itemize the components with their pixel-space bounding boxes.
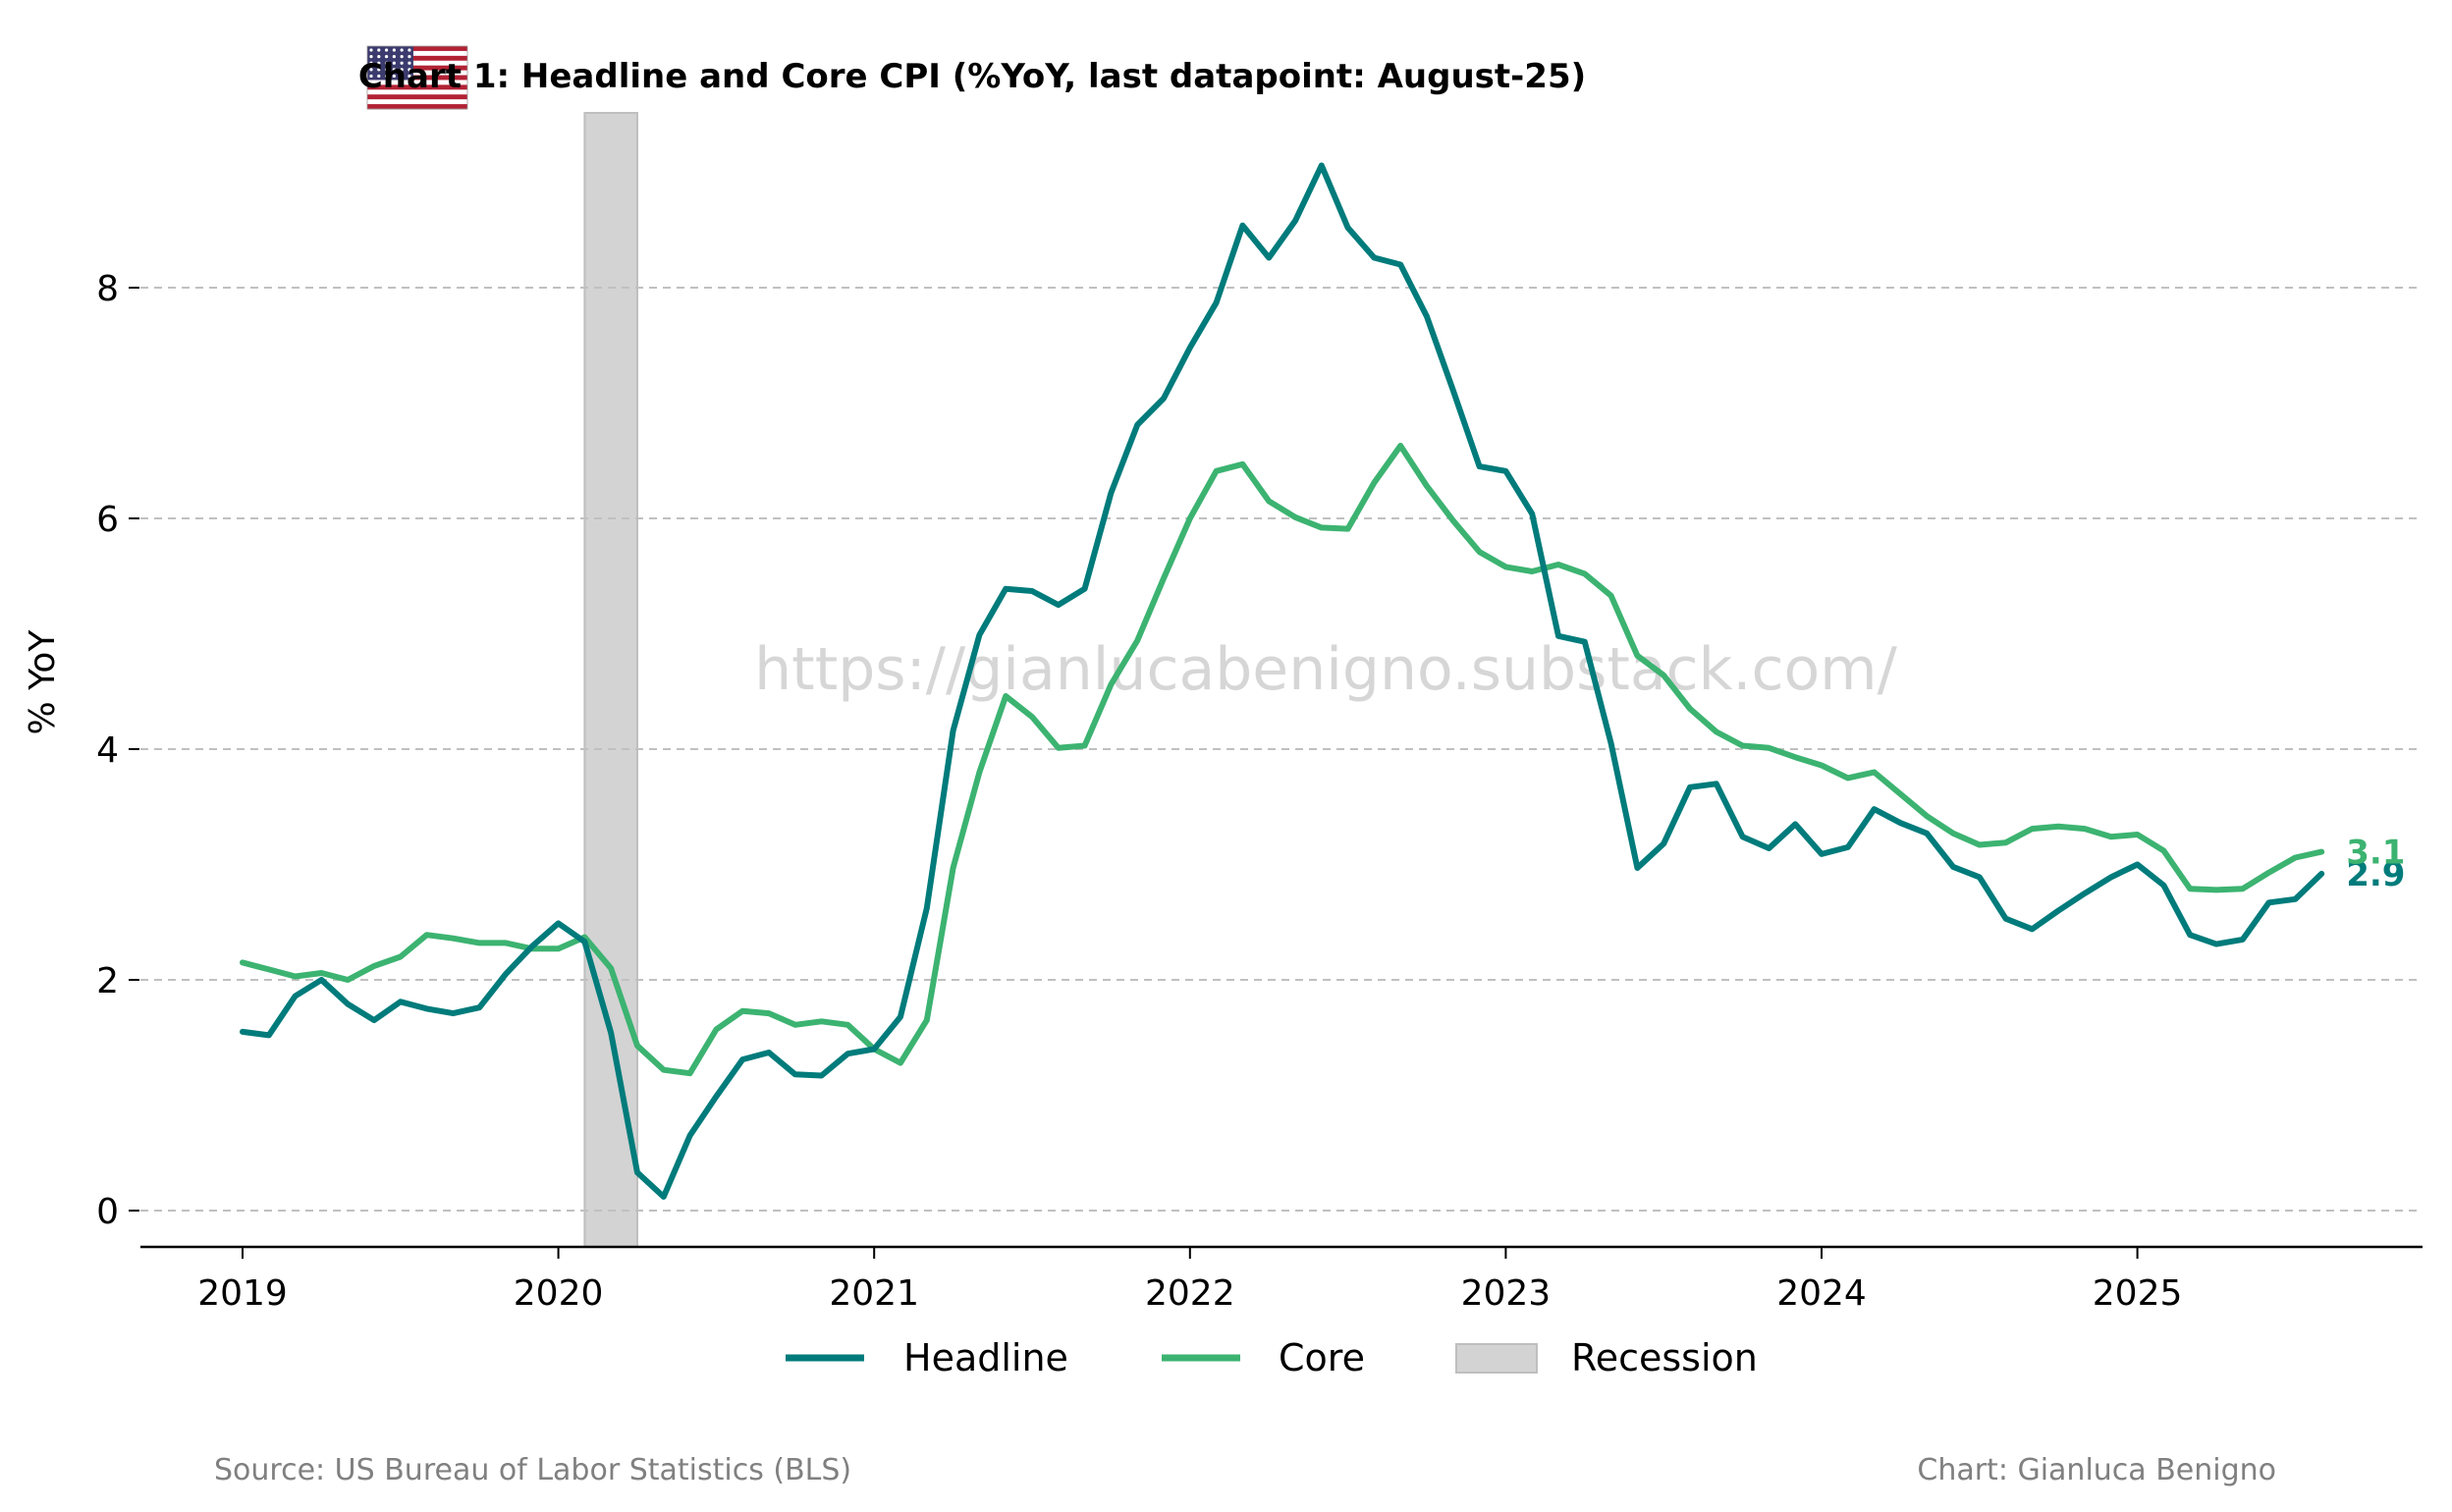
gridlines xyxy=(140,287,2423,1212)
y-axis-label: % YoY xyxy=(23,629,63,735)
legend-core-label: Core xyxy=(1279,1336,1365,1379)
end-label-headline: 2.9 xyxy=(2346,855,2405,894)
chart-title: Chart 1: Headline and Core CPI (%YoY, la… xyxy=(358,57,1586,96)
legend-headline-label: Headline xyxy=(903,1336,1068,1379)
y-tick-label-0: 0 xyxy=(96,1192,119,1232)
x-tick-label-2024: 2024 xyxy=(1776,1273,1867,1314)
source-note: Source: US Bureau of Labor Statistics (B… xyxy=(214,1453,851,1487)
series-line-headline xyxy=(240,162,2325,1200)
y-tick-label-4: 4 xyxy=(96,730,119,771)
y-tick-label-6: 6 xyxy=(96,500,119,540)
end-labels: 2.93.1 xyxy=(2346,834,2405,894)
watermark: https://gianlucabenigno.substack.com/ xyxy=(754,635,1897,704)
y-tick-label-8: 8 xyxy=(96,269,119,309)
x-tick-label-2021: 2021 xyxy=(829,1273,919,1314)
legend-recession-swatch xyxy=(1455,1343,1538,1374)
recession-band-0 xyxy=(583,112,639,1248)
series-lines xyxy=(240,162,2325,1200)
series-line-core xyxy=(240,443,2325,1077)
legend-recession-label: Recession xyxy=(1571,1336,1758,1379)
legend: Headline Core Recession xyxy=(786,1336,1758,1379)
axes: 0 2 4 6 8 2019 2020 2021 2022 2023 2024 2025 xyxy=(96,269,2423,1314)
chart-credit: Chart: Gianluca Benigno xyxy=(1917,1453,2276,1487)
x-tick-label-2025: 2025 xyxy=(2093,1273,2183,1314)
x-tick-label-2019: 2019 xyxy=(197,1273,288,1314)
y-tick-label-2: 2 xyxy=(96,961,119,1001)
x-tick-label-2022: 2022 xyxy=(1145,1273,1235,1314)
x-tick-label-2023: 2023 xyxy=(1461,1273,1552,1314)
recession-band xyxy=(583,112,639,1248)
end-label-core: 3.1 xyxy=(2346,834,2405,873)
x-tick-label-2020: 2020 xyxy=(514,1273,604,1314)
us-flag-icon xyxy=(366,45,468,110)
